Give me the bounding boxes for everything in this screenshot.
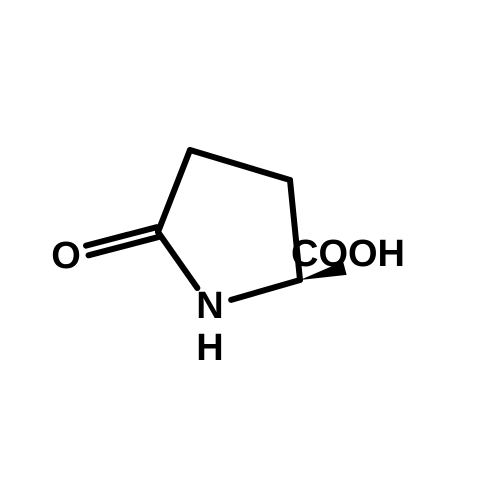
bond — [231, 280, 300, 300]
bond — [158, 150, 190, 232]
bond — [158, 232, 197, 288]
atom-label-cooh: COOH — [291, 233, 405, 275]
atom-label-h_below: H — [196, 327, 223, 369]
atom-label-o_left: O — [51, 235, 81, 277]
chemical-structure-diagram: O NH COOH — [0, 0, 500, 500]
atom-label-n: N — [196, 285, 223, 327]
bond — [190, 150, 290, 180]
